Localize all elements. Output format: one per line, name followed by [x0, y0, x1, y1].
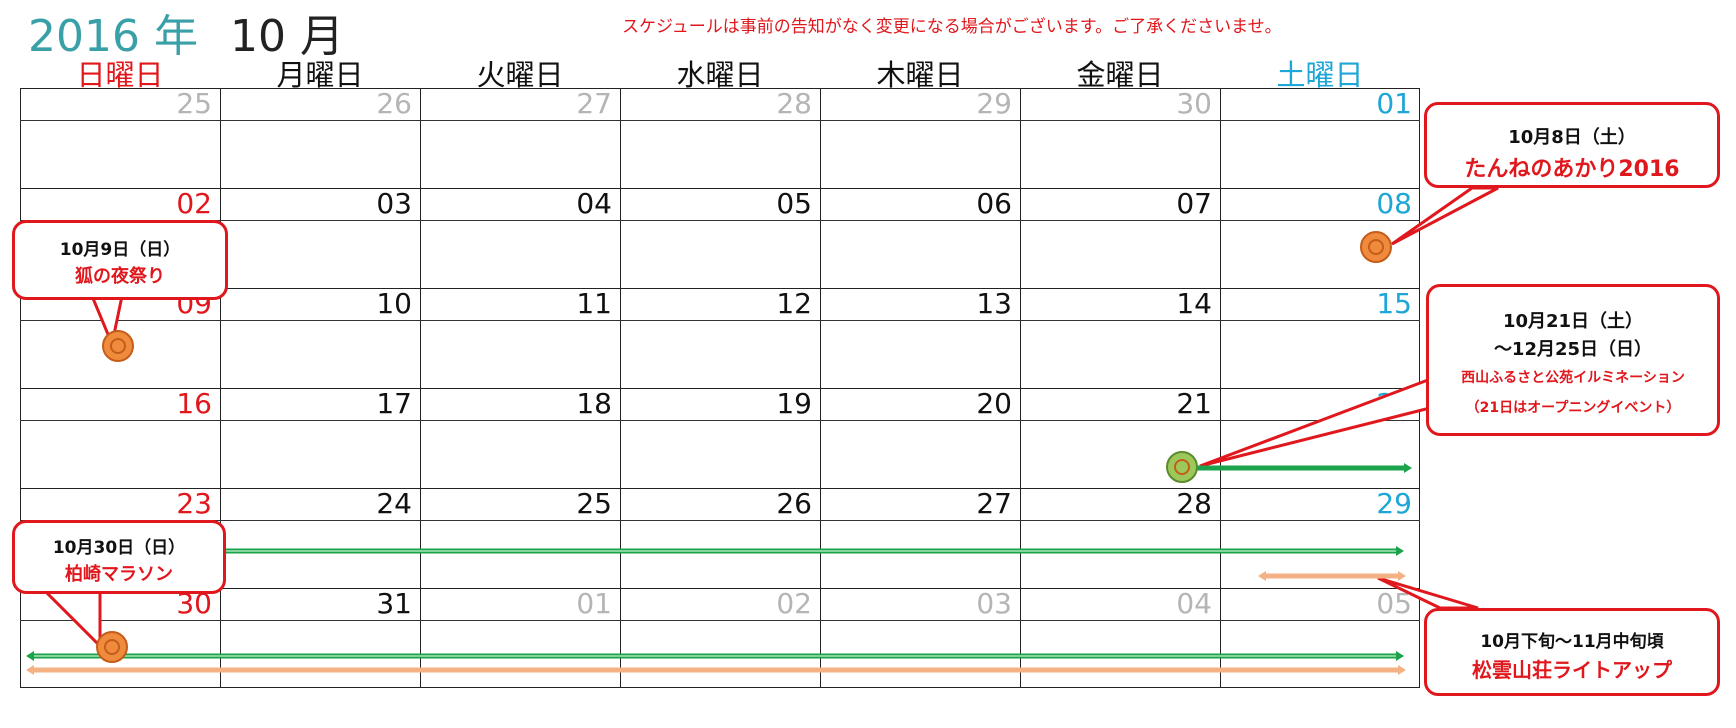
event-title: 西山ふるさと公苑イルミネーション: [1461, 370, 1685, 386]
day-number: 08: [1376, 187, 1412, 220]
grid-line: [20, 388, 1420, 389]
day-number: 29: [976, 87, 1012, 120]
callout-pointer: [1391, 186, 1499, 246]
day-number: 27: [976, 487, 1012, 520]
illumination-bar-week5: [26, 546, 1404, 556]
callout-tanne: 10月8日（土） たんねのあかり2016: [1424, 102, 1720, 188]
day-number: 31: [376, 587, 412, 620]
marker-oct8: [1360, 231, 1392, 263]
day-number: 06: [976, 187, 1012, 220]
weekday-friday: 金曜日: [1076, 58, 1164, 92]
weekday-wednesday: 水曜日: [676, 58, 764, 92]
grid-line: [20, 220, 1420, 221]
day-number: 01: [576, 587, 612, 620]
callout-marathon: 10月30日（日） 柏崎マラソン: [12, 520, 226, 594]
calendar-year: 2016 年: [28, 11, 198, 62]
day-number: 13: [976, 287, 1012, 320]
marker-oct21: [1166, 451, 1198, 483]
callout-illumination: 10月21日（土） ～12月25日（日） 西山ふるさと公苑イルミネーション （2…: [1426, 284, 1720, 436]
day-number: 03: [376, 187, 412, 220]
event-title: 松雲山荘ライトアップ: [1472, 658, 1672, 682]
day-number: 02: [176, 187, 212, 220]
day-number: 28: [1176, 487, 1212, 520]
illumination-bar-week6: [26, 651, 1404, 661]
day-number: 18: [576, 387, 612, 420]
grid-line: [20, 88, 1420, 89]
day-number: 04: [576, 187, 612, 220]
day-number: 20: [976, 387, 1012, 420]
day-number: 10: [376, 287, 412, 320]
day-number: 05: [776, 187, 812, 220]
callout-pointer: [1199, 377, 1432, 468]
grid-line: [20, 588, 1420, 589]
day-number: 26: [376, 87, 412, 120]
event-title: たんねのあかり2016: [1464, 157, 1680, 182]
day-number: 11: [576, 287, 612, 320]
marker-oct9: [102, 330, 134, 362]
callout-pointer: [40, 588, 102, 650]
day-number: 28: [776, 87, 812, 120]
event-date: 10月9日（日）: [59, 240, 181, 260]
weekday-monday: 月曜日: [276, 58, 364, 92]
callout-pointer: [1377, 576, 1479, 610]
day-number: 27: [576, 87, 612, 120]
grid-line: [20, 520, 1420, 521]
calendar-month: 10 月: [230, 11, 344, 62]
day-number: 30: [1176, 87, 1212, 120]
day-number: 03: [976, 587, 1012, 620]
grid-line: [20, 620, 1420, 621]
callout-lightup: 10月下旬～11月中旬頃 松雲山荘ライトアップ: [1424, 608, 1720, 696]
day-number: 12: [776, 287, 812, 320]
event-date: 10月8日（土）: [1508, 127, 1636, 148]
day-number: 23: [176, 487, 212, 520]
grid-line: [20, 188, 1420, 189]
weekday-thursday: 木曜日: [876, 58, 964, 92]
weekday-tuesday: 火曜日: [476, 58, 564, 92]
event-date: 10月21日（土）: [1502, 311, 1644, 332]
lightup-bar-week6: [26, 665, 1406, 675]
day-number: 15: [1376, 287, 1412, 320]
day-number: 19: [776, 387, 812, 420]
grid-line: [20, 120, 1420, 121]
day-number: 21: [1176, 387, 1212, 420]
callout-kitsune: 10月9日（日） 狐の夜祭り: [12, 220, 228, 300]
day-number: 24: [376, 487, 412, 520]
day-number: 29: [1376, 487, 1412, 520]
event-title: 狐の夜祭り: [75, 266, 165, 287]
grid-line: [20, 488, 1420, 489]
event-date: 10月下旬～11月中旬頃: [1480, 632, 1664, 652]
event-date: 10月30日（日）: [52, 538, 186, 558]
day-number: 26: [776, 487, 812, 520]
day-number: 14: [1176, 287, 1212, 320]
day-number: 25: [176, 87, 212, 120]
day-number: 16: [176, 387, 212, 420]
event-date-end: ～12月25日（日）: [1493, 339, 1653, 360]
event-title: 柏崎マラソン: [65, 564, 173, 585]
day-number: 17: [376, 387, 412, 420]
day-number: 07: [1176, 187, 1212, 220]
marker-oct30: [96, 631, 128, 663]
event-note: （21日はオープニングイベント）: [1465, 400, 1681, 416]
weekday-sunday: 日曜日: [76, 58, 164, 92]
schedule-notice: スケジュールは事前の告知がなく変更になる場合がございます。ご了承くださいませ。: [622, 17, 1282, 37]
weekday-saturday: 土曜日: [1276, 58, 1364, 92]
grid-line: [20, 288, 1420, 289]
grid-line: [20, 320, 1420, 321]
day-number: 02: [776, 587, 812, 620]
grid-line: [20, 420, 1420, 421]
illumination-bar-week4: [1196, 463, 1412, 473]
lightup-bar-week5: [1258, 571, 1406, 581]
day-number: 01: [1376, 87, 1412, 120]
grid-line: [20, 687, 1420, 688]
day-number: 04: [1176, 587, 1212, 620]
day-number: 25: [576, 487, 612, 520]
